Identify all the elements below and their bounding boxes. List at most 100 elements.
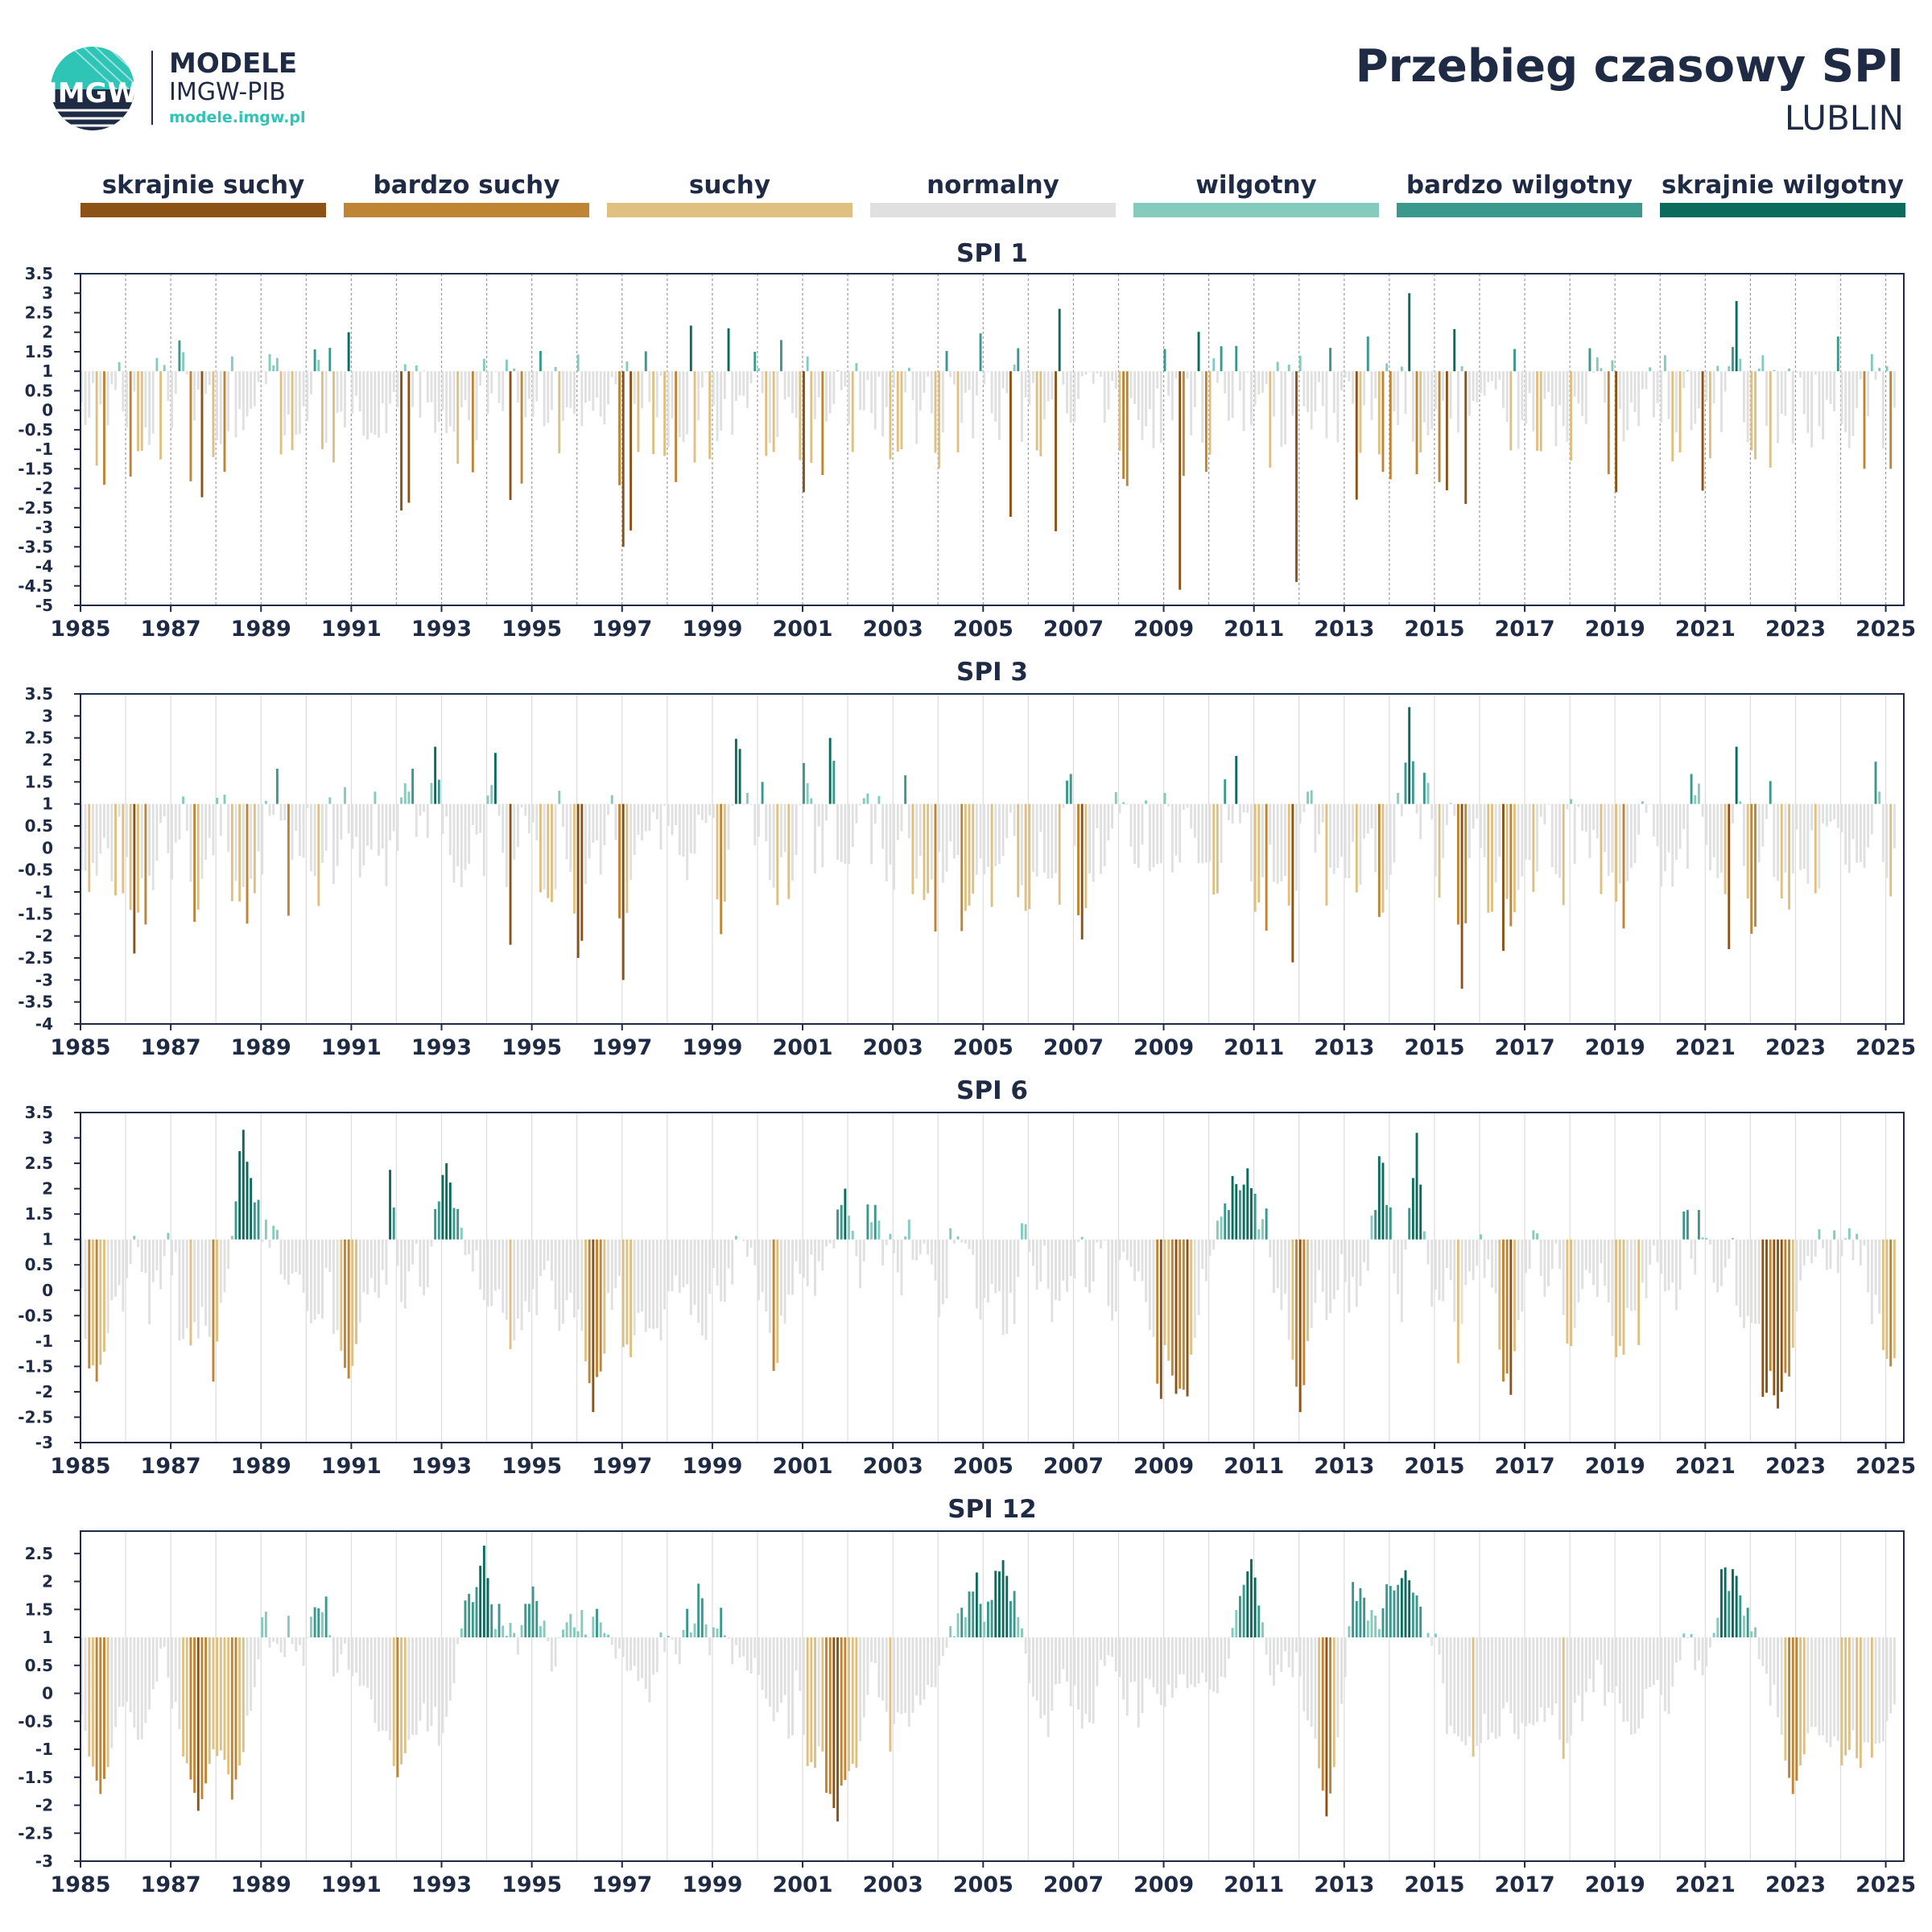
spi-bar <box>783 803 786 852</box>
spi-bar <box>1186 1239 1189 1397</box>
spi-bar <box>1039 1239 1042 1282</box>
spi-bar <box>242 803 245 887</box>
spi-bar <box>923 371 926 393</box>
x-tick-label: 1985 <box>50 1035 110 1060</box>
x-tick-label: 2009 <box>1133 1035 1194 1060</box>
spi-bar <box>1678 803 1682 849</box>
spi-bar <box>610 1239 613 1311</box>
spi-bar <box>1881 371 1885 449</box>
spi-bar <box>915 803 919 879</box>
spi-bar <box>599 1622 602 1638</box>
spi-bar <box>287 1615 290 1638</box>
spi-bar <box>840 803 843 862</box>
spi-bar <box>1129 1637 1133 1682</box>
spi-bar <box>859 1637 862 1742</box>
spi-bar <box>1694 795 1697 804</box>
spi-bar <box>734 1236 737 1240</box>
spi-bar <box>742 803 745 805</box>
spi-bar <box>1080 1637 1084 1729</box>
spi-bar <box>1600 1239 1603 1264</box>
spi-bar <box>1352 371 1355 404</box>
spi-bar <box>1125 803 1129 805</box>
spi-bar <box>1870 803 1873 835</box>
spi-bar <box>1220 346 1223 372</box>
spi-bar <box>287 803 290 916</box>
x-tick-label: 2003 <box>863 1872 923 1897</box>
spi-bar <box>700 1239 704 1335</box>
x-tick-label: 1987 <box>141 617 201 642</box>
spi-bar <box>1743 371 1745 423</box>
x-tick-label: 2005 <box>953 1872 1013 1897</box>
spi-bar <box>1600 368 1603 372</box>
spi-bar <box>1476 1239 1479 1266</box>
spi-bar <box>381 1239 384 1270</box>
spi-bar <box>1844 1637 1847 1756</box>
spi-bar <box>795 1637 798 1671</box>
spi-bar <box>1712 371 1715 403</box>
spi-bar <box>543 1620 546 1638</box>
y-tick-label: -3 <box>35 970 53 989</box>
spi-bar <box>1791 1239 1794 1348</box>
spi-bar <box>1318 1239 1320 1270</box>
spi-bar <box>328 348 332 372</box>
spi-bar <box>1645 371 1648 390</box>
spi-bar <box>1799 1637 1802 1766</box>
spi-bar <box>1739 801 1742 804</box>
spi-bar <box>80 1239 83 1289</box>
spi-bar <box>576 354 580 372</box>
spi-bar <box>723 371 726 399</box>
spi-bar <box>1141 371 1144 440</box>
spi-bar <box>1032 1637 1034 1697</box>
spi-bar <box>904 1637 907 1713</box>
legend-item: bardzo wilgotny <box>1397 171 1642 219</box>
spi-bar <box>1863 371 1866 469</box>
spi-bar <box>80 1637 83 1715</box>
y-tick-label: -4.5 <box>18 576 53 596</box>
spi-bar <box>1652 803 1655 837</box>
spi-bar <box>1182 1239 1185 1390</box>
spi-bar <box>1193 1239 1196 1339</box>
spi-bar <box>344 1239 346 1368</box>
spi-bar <box>531 371 535 417</box>
spi-bar <box>565 803 568 860</box>
spi-bar <box>1310 371 1313 430</box>
x-tick-label: 2021 <box>1675 1872 1736 1897</box>
y-tick-label: 2.5 <box>25 1154 53 1173</box>
spi-bar <box>347 1637 350 1670</box>
spi-bar <box>1385 803 1389 890</box>
spi-bar <box>1411 371 1414 442</box>
spi-bar <box>1584 1239 1587 1270</box>
spi-bar <box>1227 371 1230 421</box>
spi-bar <box>264 800 267 804</box>
spi-bar <box>1069 774 1072 804</box>
x-tick-label: 2013 <box>1314 617 1374 642</box>
spi-bar <box>704 803 708 824</box>
spi-bar <box>411 768 415 804</box>
spi-bar <box>1611 803 1614 873</box>
spi-bar <box>1784 1239 1787 1373</box>
spi-bar <box>426 1239 429 1287</box>
spi-bar <box>505 359 508 372</box>
spi-bar <box>1411 1178 1414 1240</box>
spi-bar <box>1847 1228 1851 1240</box>
spi-bar <box>1720 371 1723 432</box>
legend: skrajnie suchy bardzo suchy suchy normalny w… <box>80 171 1905 219</box>
logo-url-link[interactable]: modele.imgw.pl <box>169 109 306 126</box>
spi-bar <box>1720 1239 1723 1286</box>
spi-bar <box>776 371 779 438</box>
spi-bar <box>1133 1637 1137 1682</box>
x-tick-label: 1999 <box>682 617 742 642</box>
spi-bar <box>452 1637 456 1684</box>
spi-bar <box>216 1637 219 1757</box>
spi-bar <box>1757 1239 1761 1324</box>
spi-bar <box>1088 371 1092 373</box>
spi-bar <box>1238 803 1241 824</box>
spi-bar <box>896 1239 899 1273</box>
spi-bar <box>1505 1239 1509 1374</box>
spi-bar <box>1009 371 1012 517</box>
spi-bar <box>1615 1637 1618 1686</box>
spi-bar <box>848 803 850 865</box>
spi-bar <box>253 1637 256 1687</box>
spi-bar <box>1084 371 1088 375</box>
spi-bar <box>456 1637 460 1645</box>
